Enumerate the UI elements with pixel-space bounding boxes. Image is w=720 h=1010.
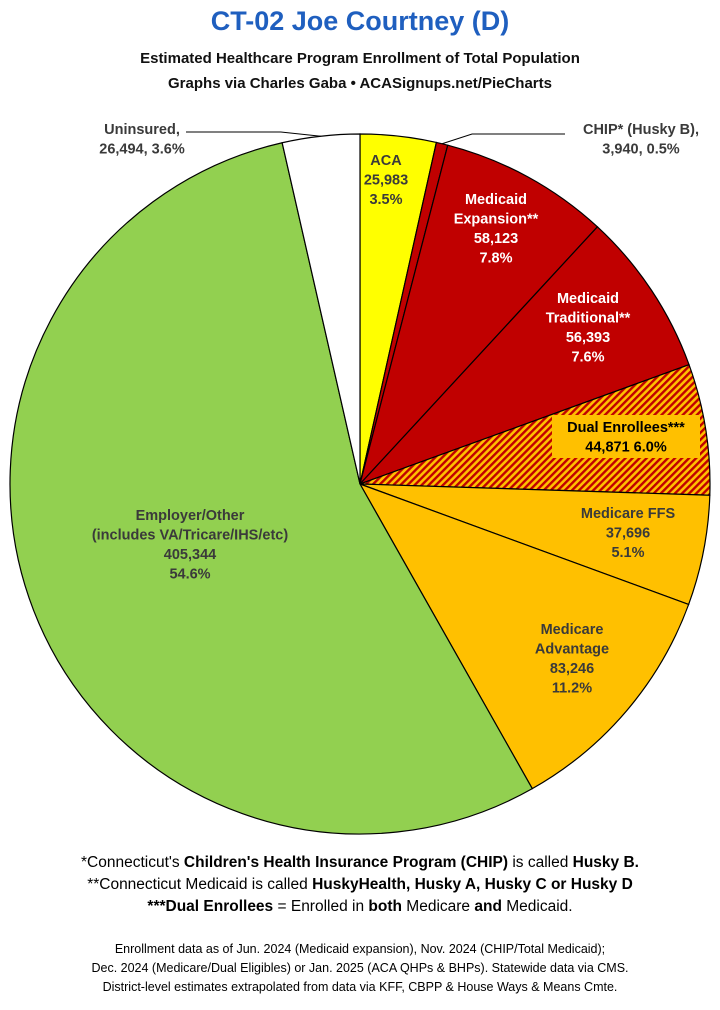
footnote-run: **Connecticut Medicaid is called (87, 876, 313, 893)
chart-title: CT-02 Joe Courtney (D) (210, 6, 510, 36)
slice-label-7-line-2: 405,344 (164, 547, 216, 563)
slice-label-0-line-2: 3.5% (369, 192, 402, 208)
slice-label-6-line-3: 11.2% (552, 681, 592, 697)
footnote-run: *Connecticut's (81, 854, 184, 871)
footnote-run: both (368, 898, 402, 915)
slice-label-5-line-2: 5.1% (611, 545, 644, 561)
footnote-run: is called (508, 854, 573, 871)
footnote-run: Medicare (401, 898, 475, 915)
source-line-1: Enrollment data as of Jun. 2024 (Medicai… (114, 942, 606, 956)
slice-label-6-line-2: 83,246 (550, 661, 594, 677)
chart-subtitle: Estimated Healthcare Program Enrollment … (140, 50, 580, 67)
footnote-chip: *Connecticut's Children's Health Insuran… (0, 852, 720, 874)
slice-label-2-line-0: Medicaid (465, 192, 527, 208)
dual-enrollees-label-box (552, 415, 700, 458)
slice-label-2-line-1: Expansion** (454, 212, 539, 228)
pie-slice-2 (359, 144, 599, 485)
pie-slice-3 (359, 225, 690, 485)
source-notes: Enrollment data as of Jun. 2024 (Medicai… (0, 940, 720, 997)
slice-label-7-line-1: (includes VA/Tricare/IHS/etc) (92, 528, 289, 544)
footnote-run: HuskyHealth, Husky A, Husky C or Husky D (312, 876, 633, 893)
slice-label-7-line-3: 54.6% (169, 567, 210, 583)
slice-label-8-line-1: 26,494, 3.6% (99, 142, 185, 158)
slice-label-7-line-0: Employer/Other (136, 508, 245, 524)
slice-label-4-line-1: 44,871 6.0% (585, 440, 667, 456)
slice-label-6-line-0: Medicare (541, 622, 604, 638)
slice-label-0-line-1: 25,983 (364, 173, 408, 189)
slice-label-2-line-3: 7.8% (479, 251, 512, 267)
slice-label-3-line-0: Medicaid (557, 291, 619, 307)
footnote-run: and (474, 898, 502, 915)
slice-label-3-line-2: 56,393 (566, 330, 610, 346)
footnote-run: Husky B. (572, 854, 639, 871)
leader-line-1 (441, 133, 565, 145)
pie-slice-6 (358, 482, 690, 790)
footnotes: *Connecticut's Children's Health Insuran… (0, 852, 720, 918)
footnote-run: = Enrolled in (273, 898, 369, 915)
footnote-run: ***Dual Enrollees (147, 898, 274, 915)
slice-label-3-line-3: 7.6% (571, 350, 604, 366)
source-line-3: District-level estimates extrapolated fr… (102, 980, 618, 994)
slice-label-1-line-1: 3,940, 0.5% (602, 142, 679, 158)
chart-credit: Graphs via Charles Gaba • ACASignups.net… (168, 75, 552, 92)
source-line-2: Dec. 2024 (Medicare/Dual Eligibles) or J… (91, 961, 629, 975)
footnote-medicaid: **Connecticut Medicaid is called HuskyHe… (0, 874, 720, 896)
slice-label-2-line-2: 58,123 (474, 231, 518, 247)
pie-slice-4 (359, 363, 711, 496)
slice-label-5-line-1: 37,696 (606, 526, 650, 542)
footnote-run: Children's Health Insurance Program (CHI… (183, 854, 509, 871)
leader-line-8 (186, 131, 321, 137)
pie-chart: ACA 25,983 3.5% CHIP* (Husky B), 3,940, 0.5%… (9, 122, 711, 835)
slice-label-8-line-0: Uninsured, (104, 122, 180, 138)
slice-label-3-line-1: Traditional** (546, 311, 631, 327)
footnote-dual: ***Dual Enrollees = Enrolled in both Med… (0, 896, 720, 918)
slice-label-6-line-1: Advantage (535, 642, 609, 658)
slice-label-0-line-0: ACA (370, 153, 402, 169)
slice-label-5-line-0: Medicare FFS (581, 506, 676, 522)
pie-slice-7 (9, 142, 534, 835)
footnote-run: Medicaid. (501, 898, 573, 915)
slice-label-4-line-0: Dual Enrollees*** (567, 420, 685, 436)
slice-label-1-line-0: CHIP* (Husky B), (583, 122, 699, 138)
